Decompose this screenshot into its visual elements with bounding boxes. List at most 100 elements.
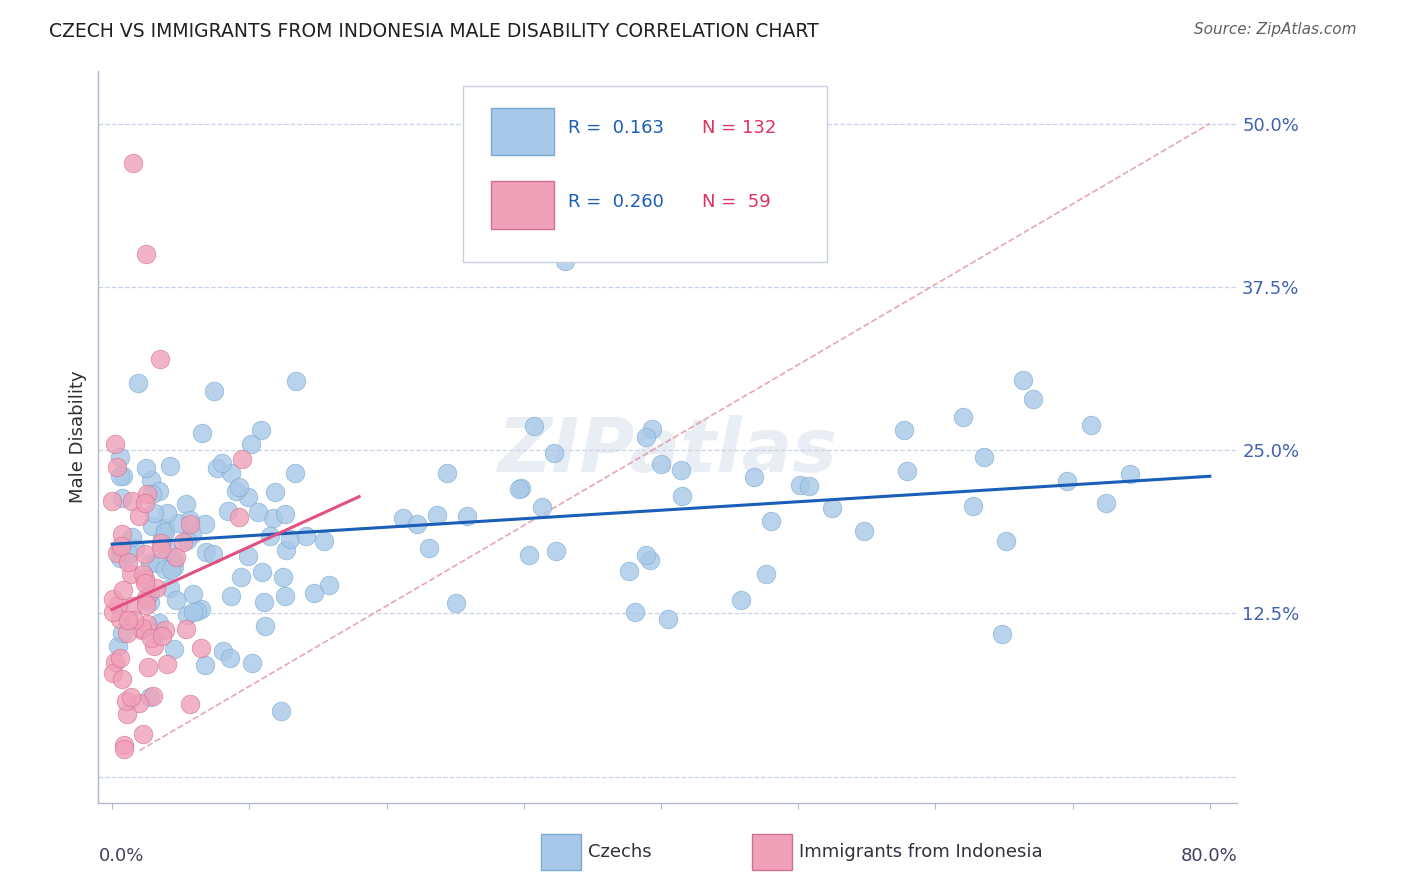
Point: [131, 727, 153, 741]
Point: [194, 658, 217, 673]
Point: [134, 496, 156, 510]
Point: [1119, 467, 1142, 482]
Point: [418, 541, 440, 556]
Point: [853, 524, 876, 539]
Point: [446, 596, 468, 610]
Text: N =  59: N = 59: [702, 193, 770, 211]
Point: [110, 650, 132, 665]
Point: [201, 547, 224, 561]
Point: [181, 605, 204, 619]
Point: [139, 557, 162, 571]
Point: [270, 705, 292, 719]
Point: [544, 543, 567, 558]
Point: [273, 589, 295, 603]
Text: N = 132: N = 132: [702, 120, 776, 137]
Point: [163, 641, 186, 656]
Point: [134, 547, 156, 561]
Point: [229, 570, 252, 584]
Point: [159, 459, 181, 474]
Point: [107, 639, 129, 653]
Point: [436, 466, 458, 480]
Point: [211, 456, 233, 470]
Point: [132, 566, 155, 581]
Point: [190, 425, 212, 440]
Text: Immigrants from Indonesia: Immigrants from Indonesia: [799, 843, 1042, 861]
Point: [669, 463, 692, 477]
Point: [110, 539, 132, 553]
Point: [127, 376, 149, 390]
Point: [174, 497, 197, 511]
Point: [136, 616, 159, 631]
Point: [148, 483, 170, 498]
Point: [554, 253, 576, 268]
Point: [523, 419, 546, 434]
Text: Source: ZipAtlas.com: Source: ZipAtlas.com: [1194, 22, 1357, 37]
Point: [103, 591, 125, 606]
Point: [149, 542, 172, 557]
Point: [138, 585, 160, 599]
Point: [155, 525, 177, 540]
Point: [105, 547, 128, 561]
Point: [121, 494, 143, 508]
Point: [141, 487, 163, 501]
Point: [253, 595, 276, 609]
Point: [789, 478, 811, 492]
Point: [111, 469, 134, 483]
Point: [392, 511, 415, 525]
Point: [141, 473, 163, 487]
Point: [112, 738, 135, 752]
Point: [107, 598, 129, 612]
Point: [121, 155, 143, 169]
Point: [108, 551, 131, 566]
Point: [180, 527, 202, 541]
Point: [254, 619, 277, 633]
Point: [167, 516, 190, 531]
Point: [176, 608, 198, 623]
Point: [259, 529, 281, 543]
Point: [231, 451, 253, 466]
Point: [131, 623, 153, 637]
Point: [246, 505, 269, 519]
Point: [111, 583, 134, 598]
Point: [190, 602, 212, 616]
Point: [219, 651, 242, 665]
Point: [121, 530, 143, 544]
Point: [893, 423, 915, 437]
Point: [671, 489, 693, 503]
Point: [176, 533, 198, 548]
Point: [145, 581, 167, 595]
Text: R =  0.163: R = 0.163: [568, 120, 664, 137]
Point: [117, 555, 139, 569]
Point: [148, 624, 170, 639]
Point: [150, 629, 173, 643]
Point: [426, 508, 449, 523]
Point: [179, 513, 201, 527]
Point: [485, 175, 508, 189]
Point: [312, 534, 335, 549]
Point: [148, 615, 170, 630]
Text: 80.0%: 80.0%: [1181, 847, 1237, 864]
Point: [295, 529, 318, 543]
Point: [142, 639, 165, 653]
Point: [181, 587, 204, 601]
Point: [228, 510, 250, 524]
Point: [262, 511, 284, 525]
Point: [657, 612, 679, 626]
Point: [202, 384, 225, 398]
Point: [228, 480, 250, 494]
Point: [121, 690, 143, 704]
Point: [179, 517, 201, 532]
Point: [146, 556, 169, 570]
Point: [239, 437, 262, 451]
Point: [759, 514, 782, 528]
Point: [531, 500, 554, 515]
Text: 0.0%: 0.0%: [98, 847, 143, 864]
Point: [135, 461, 157, 475]
Point: [111, 491, 134, 506]
Point: [165, 550, 187, 565]
Point: [104, 437, 127, 451]
Point: [617, 564, 640, 578]
Point: [242, 656, 264, 670]
Point: [636, 430, 658, 444]
Point: [186, 603, 208, 617]
